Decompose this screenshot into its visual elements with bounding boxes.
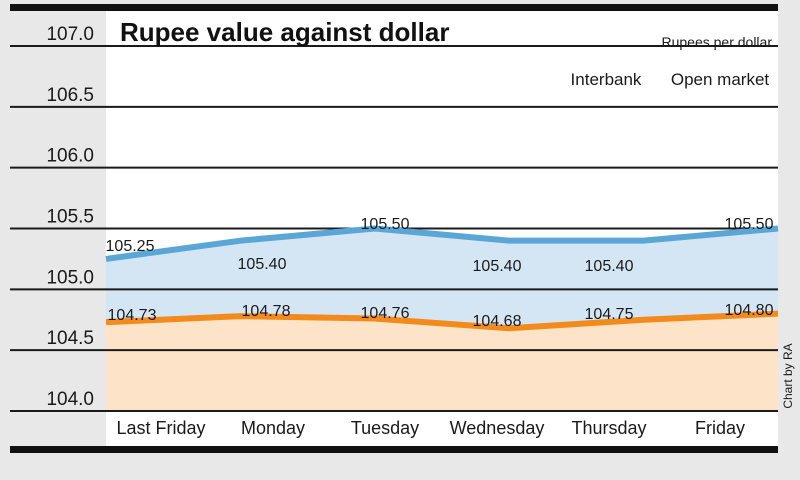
y-tick-label: 106.0: [46, 146, 94, 167]
chart-credit: Chart by RA: [781, 343, 795, 408]
chart-title: Rupee value against dollar: [120, 17, 449, 47]
line-layer: [105, 225, 779, 332]
line-interbank: [105, 310, 779, 332]
data-label-open-market: 105.50: [725, 216, 774, 233]
data-label-interbank: 104.73: [108, 307, 157, 324]
y-tick-label: 105.0: [46, 267, 94, 288]
data-label-interbank: 104.80: [725, 302, 774, 319]
bottom-border: [10, 446, 778, 453]
area-interbank: [106, 313, 778, 411]
x-tick-label: Wednesday: [450, 418, 545, 438]
y-tick-label: 104.5: [46, 328, 94, 349]
x-tick-label: Monday: [241, 418, 305, 438]
data-label-interbank: 104.68: [473, 313, 522, 330]
y-tick-label: 105.5: [46, 207, 94, 228]
x-tick-label: Thursday: [571, 418, 646, 438]
data-label-open-market: 105.40: [238, 256, 287, 273]
top-border: [10, 4, 778, 11]
label-layer: 107.0 106.5 106.0 105.5 105.0 104.5 104.0 Last …: [46, 24, 773, 438]
data-label-open-market: 105.25: [106, 238, 155, 255]
data-label-open-market: 105.50: [361, 216, 410, 233]
data-label-interbank: 104.75: [585, 306, 634, 323]
x-tick-label: Friday: [695, 418, 745, 438]
x-tick-label: Tuesday: [351, 418, 419, 438]
area-layer: [106, 228, 778, 411]
data-label-open-market: 105.40: [473, 258, 522, 275]
legend-interbank: Interbank: [571, 70, 642, 89]
x-tick-label: Last Friday: [116, 418, 205, 438]
unit-label: Rupees per dollar: [661, 34, 772, 50]
y-tick-label: 104.0: [46, 389, 94, 410]
legend-open-market: Open market: [671, 70, 770, 89]
line-open-market: [105, 225, 779, 262]
data-label-interbank: 104.78: [242, 303, 291, 320]
y-tick-label: 106.5: [46, 85, 94, 106]
data-label-interbank: 104.76: [361, 305, 410, 322]
data-label-open-market: 105.40: [585, 258, 634, 275]
y-tick-label: 107.0: [46, 24, 94, 45]
